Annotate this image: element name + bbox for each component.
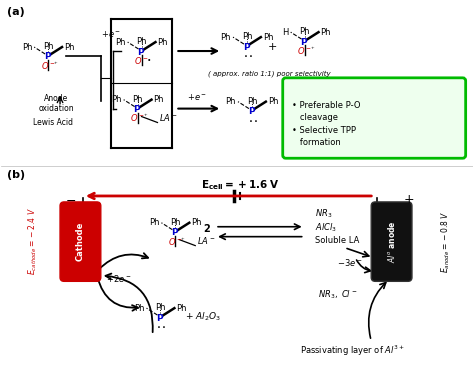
Text: Ph: Ph [111, 95, 122, 104]
Text: $\mathbf{P}$: $\mathbf{P}$ [301, 36, 309, 47]
Text: $+$: $+$ [267, 40, 277, 52]
Text: $Al^o$ anode: $Al^o$ anode [385, 220, 397, 263]
Text: $\mathbf{P}$: $\mathbf{P}$ [243, 40, 251, 52]
Text: Ph: Ph [320, 28, 331, 37]
Text: Ph: Ph [157, 37, 168, 47]
Text: $\mathbf{P}$: $\mathbf{P}$ [171, 226, 180, 237]
Text: $+ 2e^-$: $+ 2e^-$ [106, 274, 131, 284]
Text: Lewis Acid: Lewis Acid [33, 118, 73, 126]
Text: $\bullet\bullet$: $\bullet\bullet$ [243, 53, 253, 58]
Text: $\mathbf{P}$: $\mathbf{P}$ [44, 50, 52, 62]
Text: $\mathbf{P}$: $\mathbf{P}$ [137, 45, 146, 57]
Text: H: H [283, 28, 289, 37]
Text: $\mathbf{P}$: $\mathbf{P}$ [134, 103, 142, 114]
Text: $NR_3,\ Cl^-$: $NR_3,\ Cl^-$ [318, 289, 357, 301]
Text: Ph: Ph [154, 95, 164, 104]
Text: $\bullet\bullet$: $\bullet\bullet$ [248, 118, 258, 123]
Text: $\mathbf{2}$: $\mathbf{2}$ [203, 222, 211, 234]
Text: Ph: Ph [263, 32, 273, 42]
Text: $- 3e^-$: $- 3e^-$ [337, 257, 363, 268]
Text: Ph: Ph [176, 304, 187, 312]
Text: $+\ Al_2O_3$: $+\ Al_2O_3$ [185, 311, 221, 323]
Text: Ph: Ph [220, 32, 231, 42]
Text: Ph: Ph [22, 42, 32, 52]
Text: $\bullet$: $\bullet$ [146, 56, 151, 62]
Text: $+$: $+$ [403, 193, 415, 206]
Text: $NR_3$: $NR_3$ [315, 207, 332, 220]
Text: Ph: Ph [43, 42, 54, 51]
Text: $-$: $-$ [65, 193, 76, 206]
Text: $^+$: $^+$ [310, 46, 316, 51]
Text: $\bullet\bullet$: $\bullet\bullet$ [156, 324, 166, 329]
Text: Ph: Ph [170, 218, 181, 227]
Text: Ph: Ph [115, 37, 126, 47]
Text: ( approx. ratio 1:1) poor selectivity: ( approx. ratio 1:1) poor selectivity [209, 71, 331, 78]
FancyBboxPatch shape [283, 78, 465, 158]
Text: Ph: Ph [242, 32, 252, 41]
Text: $LA^-$: $LA^-$ [159, 112, 178, 123]
Text: $LA^-$: $LA^-$ [197, 235, 216, 246]
Text: (b): (b) [8, 170, 26, 180]
Text: Ph: Ph [155, 303, 166, 312]
Text: $O^-$: $O^-$ [41, 60, 55, 71]
Text: $O^-$: $O^-$ [297, 45, 312, 56]
Text: Ph: Ph [226, 97, 236, 106]
Text: Ph: Ph [246, 97, 257, 106]
Text: • Preferable P-O
   cleavage
• Selective TPP
   formation: • Preferable P-O cleavage • Selective TP… [292, 101, 360, 147]
Text: Anode
oxidation: Anode oxidation [38, 94, 74, 113]
Text: $O^-$: $O^-$ [168, 236, 182, 247]
Text: $O^-$: $O^-$ [130, 112, 145, 123]
Text: $E_{anode} = -0.8\ V$: $E_{anode} = -0.8\ V$ [439, 210, 452, 273]
Text: (a): (a) [8, 7, 25, 17]
Text: $\mathbf{E_{cell} = +1.6\ V}$: $\mathbf{E_{cell} = +1.6\ V}$ [201, 178, 280, 192]
Text: Ph: Ph [132, 95, 143, 104]
Text: Ph: Ph [300, 27, 310, 36]
Text: $\mathbf{P}$: $\mathbf{P}$ [248, 105, 256, 116]
FancyBboxPatch shape [371, 202, 412, 281]
Text: $^+$: $^+$ [180, 237, 186, 242]
Text: $+ e^-$: $+ e^-$ [187, 92, 207, 102]
Text: Ph: Ph [268, 97, 278, 106]
Text: Passivating layer of $Al^{3+}$: Passivating layer of $Al^{3+}$ [300, 344, 404, 358]
Text: Ph: Ph [149, 218, 159, 227]
Text: $AlCl_3$: $AlCl_3$ [315, 222, 337, 234]
Text: Soluble LA: Soluble LA [315, 236, 359, 245]
Text: $E_{cathode} = -2.4\ V$: $E_{cathode} = -2.4\ V$ [27, 208, 39, 275]
Text: Ph: Ph [191, 218, 202, 227]
Text: Ph: Ph [137, 37, 147, 46]
Text: Ph: Ph [64, 42, 74, 52]
Text: $\mathbf{P}$: $\mathbf{P}$ [156, 312, 164, 322]
FancyBboxPatch shape [60, 202, 101, 281]
Text: Ph: Ph [134, 304, 145, 312]
Text: $+ e^-$: $+ e^-$ [101, 29, 121, 39]
Text: Cathode: Cathode [75, 222, 84, 261]
Text: $O^-$: $O^-$ [134, 55, 149, 66]
Text: $^+$: $^+$ [53, 61, 59, 66]
Text: $^+$: $^+$ [143, 113, 149, 118]
